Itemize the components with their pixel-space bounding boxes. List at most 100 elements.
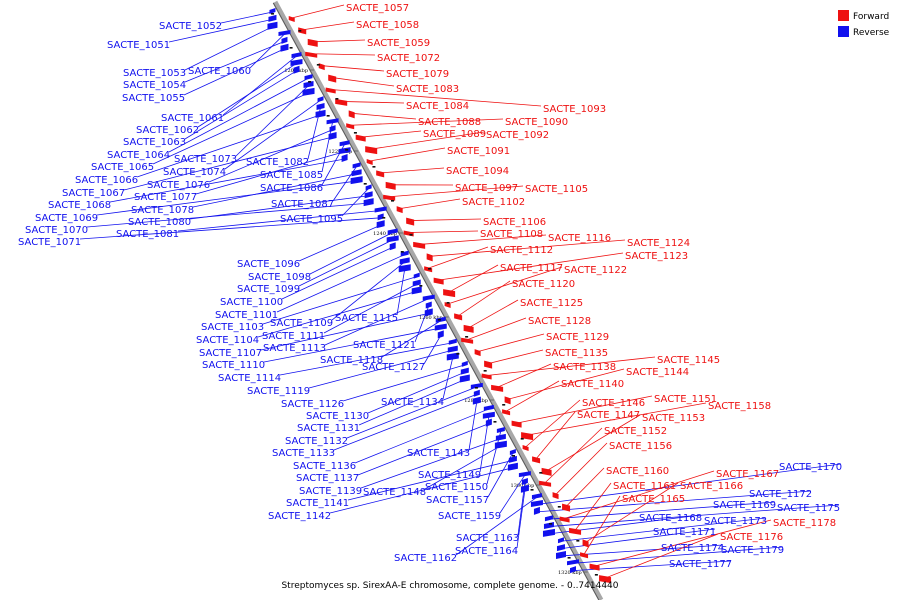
gene-feature-sacte-1139[interactable]	[495, 433, 506, 441]
gene-feature-sacte-1157[interactable]	[509, 449, 516, 456]
gene-feature-sacte-1085[interactable]	[326, 118, 339, 125]
gene-feature-sacte-1143[interactable]	[472, 396, 481, 405]
gene-feature-sacte-1081[interactable]	[374, 206, 387, 213]
gene-feature-sacte-1129[interactable]	[474, 349, 481, 357]
gene-feature-sacte-1084[interactable]	[335, 98, 348, 106]
gene-feature-sacte-1053[interactable]	[267, 21, 278, 30]
gene-feature-sacte-1063[interactable]	[293, 65, 300, 74]
gene-label-sacte-1142[interactable]: SACTE_1142	[268, 511, 331, 522]
gene-feature-sacte-1148[interactable]	[494, 440, 507, 449]
gene-label-sacte-1080[interactable]: SACTE_1080	[128, 217, 191, 228]
gene-feature-sacte-1149[interactable]	[482, 411, 495, 419]
gene-feature-sacte-1176[interactable]	[599, 575, 612, 584]
gene-feature-sacte-1160[interactable]	[562, 503, 571, 512]
gene-feature-sacte-1072[interactable]	[305, 51, 318, 58]
gene-label-sacte-1148[interactable]: SACTE_1148	[363, 487, 426, 498]
gene-feature-sacte-1115[interactable]	[398, 264, 411, 273]
gene-feature-sacte-1128[interactable]	[461, 337, 474, 344]
gene-feature-sacte-1107[interactable]	[424, 308, 433, 317]
gene-feature-sacte-1104[interactable]	[411, 286, 422, 295]
gene-label-sacte-1119[interactable]: SACTE_1119	[247, 386, 310, 397]
gene-feature-sacte-1140[interactable]	[502, 409, 511, 416]
gene-feature-sacte-1168[interactable]	[542, 528, 555, 537]
gene-label-sacte-1096[interactable]: SACTE_1096	[237, 259, 300, 270]
gene-feature-sacte-1090[interactable]	[346, 123, 355, 130]
gene-feature-sacte-1093[interactable]	[325, 87, 336, 94]
gene-feature-sacte-1052[interactable]	[269, 8, 276, 14]
gene-label-sacte-1163[interactable]: SACTE_1163	[456, 533, 519, 544]
gene-feature-sacte-1178[interactable]	[589, 563, 600, 571]
gene-feature-sacte-1083[interactable]	[328, 74, 337, 83]
gene-label-sacte-1120[interactable]: SACTE_1120	[512, 279, 575, 290]
gene-feature-sacte-1159[interactable]	[518, 471, 531, 478]
gene-label-sacte-1052[interactable]: SACTE_1052	[159, 21, 222, 32]
gene-label-sacte-1087[interactable]: SACTE_1087	[271, 199, 334, 210]
gene-feature-sacte-1158[interactable]	[521, 432, 534, 441]
gene-label-sacte-1060[interactable]: SACTE_1060	[188, 66, 251, 77]
gene-feature-sacte-1058[interactable]	[298, 27, 307, 35]
gene-label-sacte-1089[interactable]: SACTE_1089	[423, 129, 486, 140]
gene-feature-sacte-1121[interactable]	[425, 301, 432, 309]
gene-feature-sacte-1099[interactable]	[386, 235, 399, 243]
gene-feature-sacte-1071[interactable]	[377, 213, 384, 221]
gene-label-sacte-1134[interactable]: SACTE_1134	[381, 397, 444, 408]
gene-feature-sacte-1123[interactable]	[433, 277, 444, 285]
gene-label-sacte-1066[interactable]: SACTE_1066	[75, 175, 138, 186]
gene-label-sacte-1102[interactable]: SACTE_1102	[462, 197, 525, 208]
gene-label-sacte-1099[interactable]: SACTE_1099	[237, 284, 300, 295]
gene-label-sacte-1090[interactable]: SACTE_1090	[505, 117, 568, 128]
gene-label-sacte-1172[interactable]: SACTE_1172	[749, 489, 812, 500]
gene-feature-sacte-1106[interactable]	[406, 217, 415, 226]
gene-label-sacte-1160[interactable]: SACTE_1160	[606, 466, 669, 477]
gene-label-sacte-1127[interactable]: SACTE_1127	[362, 362, 425, 373]
gene-feature-sacte-1068[interactable]	[341, 154, 348, 163]
gene-label-sacte-1135[interactable]: SACTE_1135	[545, 348, 608, 359]
gene-feature-sacte-1061[interactable]	[291, 52, 302, 59]
gene-feature-sacte-1070[interactable]	[363, 198, 374, 207]
gene-feature-sacte-1131[interactable]	[459, 374, 470, 383]
gene-label-sacte-1083[interactable]: SACTE_1083	[396, 84, 459, 95]
gene-feature-sacte-1146[interactable]	[522, 445, 529, 451]
gene-label-sacte-1072[interactable]: SACTE_1072	[377, 53, 440, 64]
gene-label-sacte-1113[interactable]: SACTE_1113	[263, 343, 326, 354]
gene-label-sacte-1065[interactable]: SACTE_1065	[91, 162, 154, 173]
gene-label-sacte-1124[interactable]: SACTE_1124	[627, 238, 690, 249]
gene-label-sacte-1054[interactable]: SACTE_1054	[123, 80, 186, 91]
gene-label-sacte-1082[interactable]: SACTE_1082	[246, 157, 309, 168]
gene-feature-sacte-1088[interactable]	[348, 110, 355, 119]
gene-label-sacte-1110[interactable]: SACTE_1110	[202, 360, 265, 371]
gene-feature-sacte-1087[interactable]	[352, 162, 361, 169]
gene-label-sacte-1088[interactable]: SACTE_1088	[418, 117, 481, 128]
gene-feature-sacte-1097[interactable]	[385, 181, 396, 190]
gene-feature-sacte-1062[interactable]	[290, 58, 303, 66]
gene-label-sacte-1141[interactable]: SACTE_1141	[286, 498, 349, 509]
gene-feature-sacte-1174[interactable]	[555, 550, 566, 559]
gene-label-sacte-1107[interactable]: SACTE_1107	[199, 348, 262, 359]
gene-feature-sacte-1137[interactable]	[485, 418, 492, 427]
gene-label-sacte-1162[interactable]: SACTE_1162	[394, 553, 457, 564]
gene-label-sacte-1140[interactable]: SACTE_1140	[561, 379, 624, 390]
gene-label-sacte-1111[interactable]: SACTE_1111	[262, 331, 325, 342]
gene-feature-sacte-1169[interactable]	[544, 515, 553, 522]
gene-feature-sacte-1144[interactable]	[504, 396, 511, 405]
gene-feature-sacte-1076[interactable]	[329, 125, 336, 133]
gene-feature-sacte-1173[interactable]	[557, 537, 564, 544]
gene-label-sacte-1067[interactable]: SACTE_1067	[62, 188, 125, 199]
gene-label-sacte-1053[interactable]: SACTE_1053	[123, 68, 186, 79]
gene-feature-sacte-1096[interactable]	[376, 220, 385, 229]
gene-label-sacte-1116[interactable]: SACTE_1116	[548, 233, 611, 244]
gene-feature-sacte-1151[interactable]	[511, 420, 522, 428]
gene-label-sacte-1146[interactable]: SACTE_1146	[582, 398, 645, 409]
gene-feature-sacte-1067[interactable]	[328, 131, 337, 140]
gene-feature-sacte-1105[interactable]	[383, 194, 396, 201]
gene-label-sacte-1105[interactable]: SACTE_1105	[525, 184, 588, 195]
gene-label-sacte-1057[interactable]: SACTE_1057	[346, 3, 409, 14]
gene-feature-sacte-1095[interactable]	[365, 184, 372, 191]
gene-label-sacte-1086[interactable]: SACTE_1086	[260, 183, 323, 194]
gene-feature-sacte-1103[interactable]	[413, 272, 420, 279]
gene-feature-sacte-1113[interactable]	[422, 294, 435, 301]
gene-feature-sacte-1065[interactable]	[302, 87, 315, 96]
gene-feature-sacte-1172[interactable]	[533, 506, 540, 515]
gene-label-sacte-1051[interactable]: SACTE_1051	[107, 40, 170, 51]
gene-label-sacte-1170[interactable]: SACTE_1170	[779, 462, 842, 473]
